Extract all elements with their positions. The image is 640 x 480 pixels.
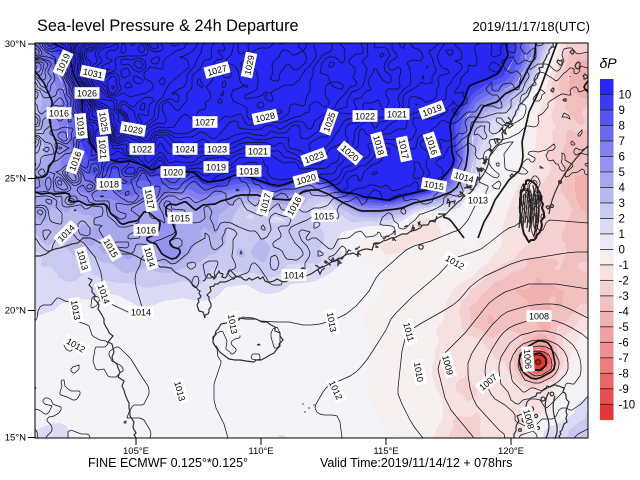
svg-text:1029: 1029 [242, 54, 256, 76]
svg-text:-5: -5 [619, 322, 629, 334]
svg-text:-7: -7 [619, 353, 629, 365]
svg-text:1022: 1022 [355, 111, 375, 121]
svg-text:1021: 1021 [97, 139, 109, 160]
svg-text:1016: 1016 [136, 225, 156, 235]
svg-text:1014: 1014 [142, 246, 157, 268]
svg-text:115°E: 115°E [373, 446, 398, 457]
svg-text:1014: 1014 [131, 307, 151, 317]
svg-text:110°E: 110°E [248, 446, 273, 457]
svg-text:120°E: 120°E [498, 446, 524, 457]
svg-text:1025: 1025 [97, 111, 110, 132]
svg-text:1027: 1027 [206, 63, 228, 78]
svg-text:-9: -9 [619, 384, 629, 396]
svg-text:1008: 1008 [521, 408, 536, 430]
svg-text:4: 4 [619, 182, 626, 194]
svg-text:1015: 1015 [170, 213, 190, 223]
svg-text:-1: -1 [619, 260, 629, 272]
svg-text:1026: 1026 [77, 88, 97, 98]
svg-text:1010: 1010 [412, 361, 425, 382]
svg-text:0: 0 [619, 244, 625, 256]
svg-text:1019: 1019 [206, 162, 226, 172]
svg-text:1009: 1009 [440, 354, 455, 376]
svg-text:1014: 1014 [284, 270, 304, 280]
svg-text:1029: 1029 [122, 123, 143, 136]
svg-text:1018: 1018 [371, 134, 386, 156]
svg-text:1021: 1021 [387, 109, 407, 119]
svg-text:2: 2 [619, 213, 625, 225]
svg-text:1: 1 [619, 229, 625, 241]
svg-text:-2: -2 [619, 275, 629, 287]
svg-text:1022: 1022 [132, 144, 152, 154]
svg-text:FINE ECMWF 0.125°*0.125°: FINE ECMWF 0.125°*0.125° [88, 456, 248, 470]
svg-text:1017: 1017 [143, 188, 156, 209]
svg-text:1031: 1031 [82, 66, 104, 80]
svg-text:1015: 1015 [314, 211, 334, 221]
svg-text:Valid Time:2019/11/14/12 + 078: Valid Time:2019/11/14/12 + 078hrs [320, 456, 512, 470]
svg-text:δP: δP [599, 55, 617, 71]
svg-text:1015: 1015 [423, 179, 444, 192]
svg-text:1008: 1008 [529, 311, 549, 321]
svg-text:1013: 1013 [75, 249, 90, 271]
svg-text:1019: 1019 [75, 116, 87, 137]
svg-text:25°N: 25°N [5, 174, 26, 185]
svg-text:1013: 1013 [226, 313, 239, 334]
svg-text:1013: 1013 [69, 299, 82, 320]
svg-text:1024: 1024 [175, 144, 195, 154]
svg-text:1013: 1013 [325, 311, 338, 332]
svg-text:-6: -6 [619, 337, 629, 349]
svg-text:10: 10 [619, 89, 632, 101]
svg-text:5: 5 [619, 167, 625, 179]
svg-text:6: 6 [619, 151, 625, 163]
svg-text:1014: 1014 [453, 170, 475, 185]
svg-text:1017: 1017 [397, 138, 411, 160]
svg-text:9: 9 [619, 105, 625, 117]
svg-text:105°E: 105°E [123, 446, 149, 457]
svg-text:1021: 1021 [248, 146, 268, 156]
svg-text:7: 7 [619, 136, 625, 148]
svg-text:20°N: 20°N [5, 306, 26, 317]
svg-text:1018: 1018 [99, 179, 119, 189]
svg-text:Sea-level Pressure & 24h Depar: Sea-level Pressure & 24h Departure [37, 17, 299, 35]
svg-text:-3: -3 [619, 291, 629, 303]
svg-text:1023: 1023 [207, 144, 227, 154]
svg-text:8: 8 [619, 120, 625, 132]
svg-text:1013: 1013 [172, 380, 187, 402]
svg-text:-4: -4 [619, 306, 630, 318]
svg-text:1011: 1011 [401, 321, 416, 342]
svg-text:-8: -8 [619, 368, 629, 380]
svg-text:1013: 1013 [468, 195, 488, 205]
svg-text:1020: 1020 [163, 167, 183, 177]
svg-text:1018: 1018 [239, 166, 259, 176]
svg-text:1017: 1017 [258, 192, 273, 214]
svg-text:1006: 1006 [522, 349, 534, 370]
svg-text:3: 3 [619, 198, 625, 210]
svg-text:15°N: 15°N [5, 433, 26, 444]
svg-text:30°N: 30°N [5, 39, 26, 50]
svg-text:1020: 1020 [295, 172, 317, 187]
svg-text:2019/11/17/18(UTC): 2019/11/17/18(UTC) [472, 19, 590, 34]
svg-text:-10: -10 [619, 399, 636, 411]
svg-text:1016: 1016 [49, 108, 69, 118]
svg-text:1027: 1027 [195, 117, 215, 127]
svg-text:1028: 1028 [254, 110, 276, 124]
